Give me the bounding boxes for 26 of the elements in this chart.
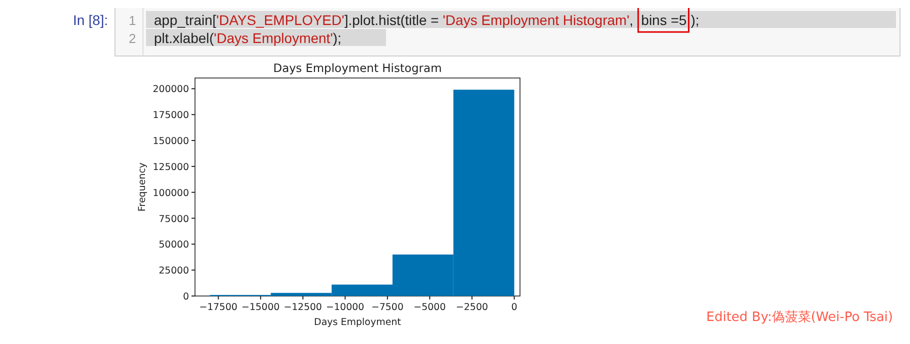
y-tick-label: 150000	[152, 136, 189, 148]
x-tick-label: 0	[511, 302, 518, 313]
y-tick-label: 25000	[158, 266, 189, 277]
x-tick-label: −15000	[242, 302, 280, 313]
y-tick-label: 200000	[152, 84, 189, 96]
y-tick-label: 100000	[152, 188, 189, 199]
text: app_train['DAYS_EMPLOYED'].plot.hist(title = 'Days Employment Histogram', bins =5);	[154, 12, 700, 28]
x-axis-title: Days Employment	[314, 317, 402, 328]
x-tick-label: −17500	[199, 302, 238, 313]
text: In [8]:	[72, 12, 108, 28]
text: plt.xlabel('Days Employment');	[154, 30, 342, 46]
y-tick-label: 125000	[152, 162, 189, 173]
x-tick-label: −7500	[371, 302, 404, 313]
y-tick-label: 175000	[152, 110, 189, 122]
chart-title: Days Employment Histogram	[273, 61, 442, 75]
text: 2	[128, 31, 136, 46]
y-tick-label: 75000	[158, 214, 189, 225]
x-tick-label: −12500	[284, 302, 322, 313]
x-tick-label: −2500	[456, 302, 488, 313]
y-tick-label: 0	[182, 292, 189, 302]
y-tick-label: 50000	[158, 240, 189, 251]
text: Edited By:偽菠菜(Wei-Po Tsai)	[706, 310, 893, 325]
text: 1	[128, 13, 136, 28]
x-tick-label: −10000	[326, 302, 364, 313]
x-tick-label: −5000	[414, 302, 446, 313]
y-axis-title: Frequency	[137, 162, 148, 212]
